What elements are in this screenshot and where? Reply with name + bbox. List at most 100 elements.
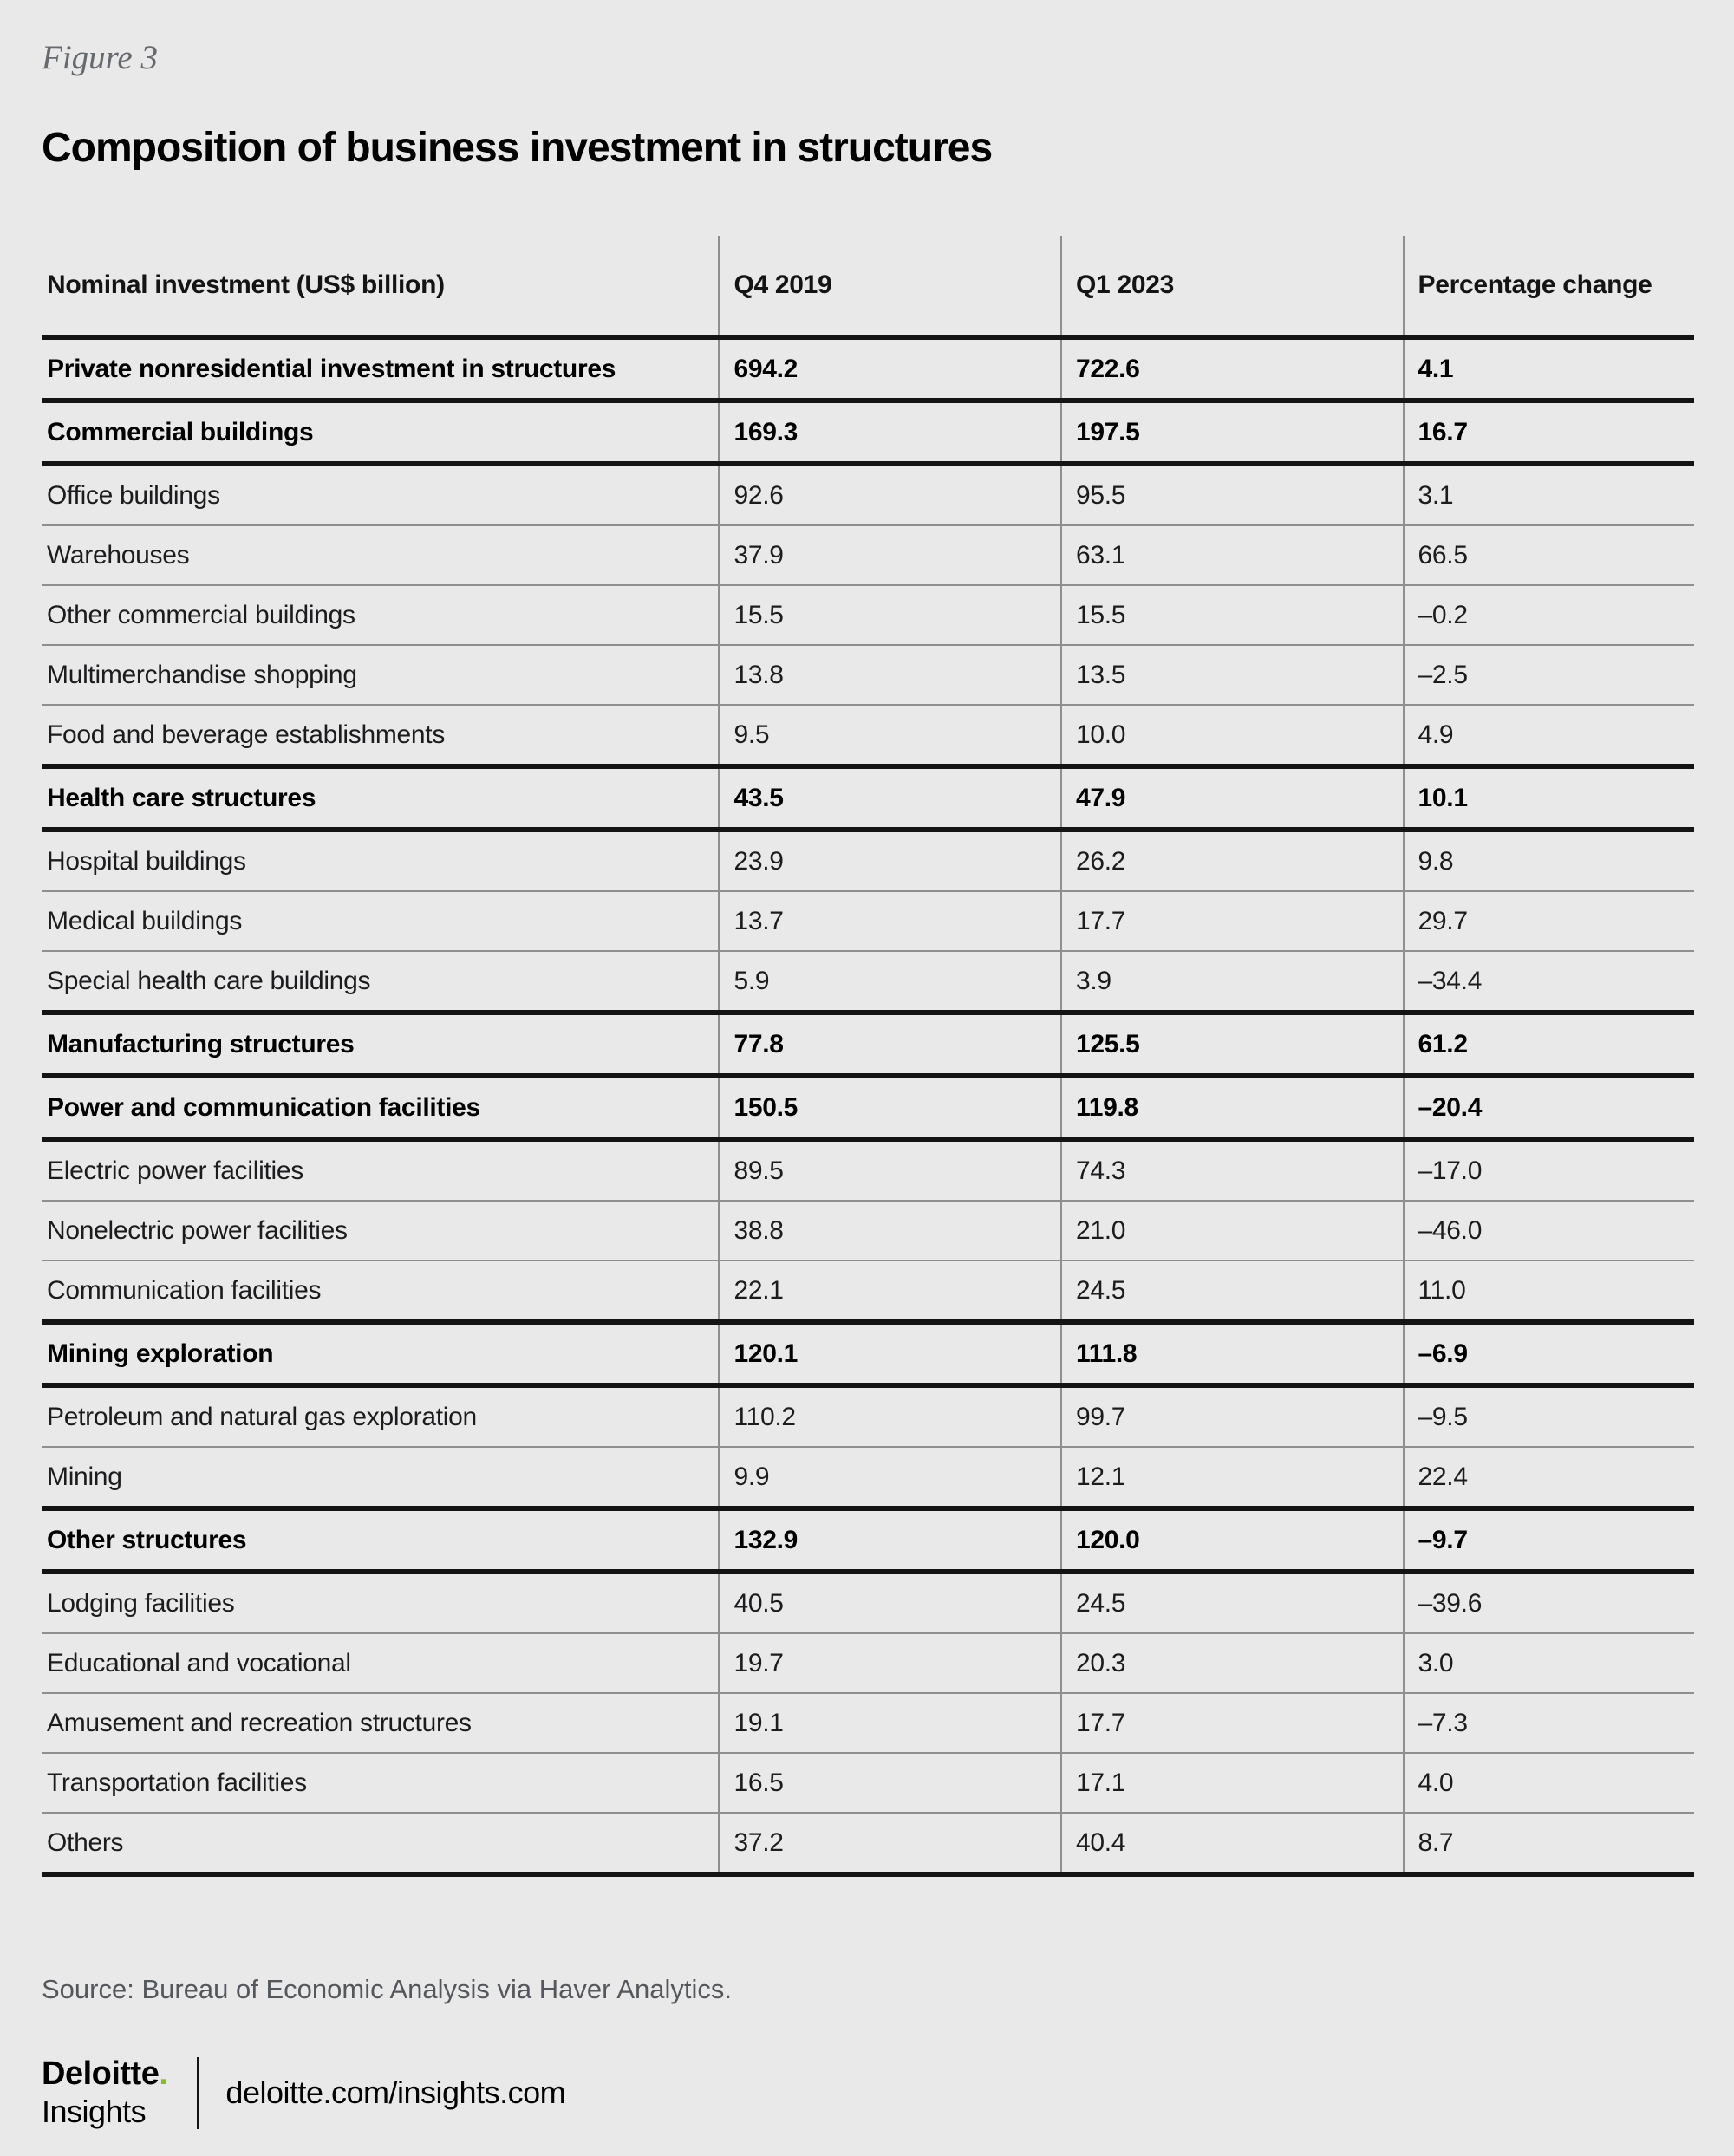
row-value: 74.3 bbox=[1059, 1139, 1404, 1202]
row-value: 99.7 bbox=[1059, 1385, 1404, 1448]
table-row: Food and beverage establishments 9.5 10.0 4… bbox=[42, 705, 1694, 769]
row-value: 132.9 bbox=[718, 1508, 1061, 1574]
row-value: 4.0 bbox=[1402, 1753, 1694, 1814]
row-value: 10.0 bbox=[1059, 705, 1404, 769]
deloitte-insights-logo: Deloitte. Insights bbox=[42, 2055, 168, 2129]
row-value: 120.0 bbox=[1059, 1508, 1404, 1574]
row-value: –46.0 bbox=[1402, 1201, 1694, 1261]
table-row: Office buildings 92.6 95.5 3.1 bbox=[42, 464, 1694, 526]
table-row: Warehouses 37.9 63.1 66.5 bbox=[42, 525, 1694, 586]
row-value: 38.8 bbox=[718, 1201, 1061, 1261]
row-label: Electric power facilities bbox=[42, 1139, 720, 1202]
row-value: 21.0 bbox=[1059, 1201, 1404, 1261]
row-value: 119.8 bbox=[1059, 1076, 1404, 1142]
row-label: Petroleum and natural gas exploration bbox=[42, 1385, 720, 1448]
row-value: –34.4 bbox=[1402, 951, 1694, 1015]
row-value: 110.2 bbox=[718, 1385, 1061, 1448]
table-row: Hospital buildings 23.9 26.2 9.8 bbox=[42, 830, 1694, 892]
row-label: Manufacturing structures bbox=[42, 1013, 720, 1078]
col-header-q1-2023: Q1 2023 bbox=[1059, 236, 1404, 340]
row-value: 29.7 bbox=[1402, 891, 1694, 952]
brand-name: Deloitte. bbox=[42, 2055, 168, 2092]
row-value: 43.5 bbox=[718, 766, 1061, 832]
row-value: –20.4 bbox=[1402, 1076, 1694, 1142]
row-value: –9.7 bbox=[1402, 1508, 1694, 1574]
row-value: 3.9 bbox=[1059, 951, 1404, 1015]
row-value: 37.9 bbox=[718, 525, 1061, 586]
row-value: –17.0 bbox=[1402, 1139, 1694, 1202]
row-label: Educational and vocational bbox=[42, 1633, 720, 1694]
table-row: Commercial buildings 169.3 197.5 16.7 bbox=[42, 401, 1694, 466]
table-row: Electric power facilities 89.5 74.3 –17.0 bbox=[42, 1139, 1694, 1202]
row-value: 12.1 bbox=[1059, 1447, 1404, 1511]
row-value: 120.1 bbox=[718, 1322, 1061, 1388]
row-value: 9.9 bbox=[718, 1447, 1061, 1511]
row-label: Mining exploration bbox=[42, 1322, 720, 1388]
col-header-percentage-change: Percentage change bbox=[1402, 236, 1694, 340]
row-label: Power and communication facilities bbox=[42, 1076, 720, 1142]
footer-divider bbox=[197, 2057, 200, 2129]
brand-sub: Insights bbox=[42, 2094, 147, 2129]
row-value: –6.9 bbox=[1402, 1322, 1694, 1388]
row-value: 13.7 bbox=[718, 891, 1061, 952]
row-label: Food and beverage establishments bbox=[42, 705, 720, 769]
table-row: Other commercial buildings 15.5 15.5 –0.2 bbox=[42, 585, 1694, 646]
row-value: –39.6 bbox=[1402, 1572, 1694, 1634]
row-value: 13.8 bbox=[718, 645, 1061, 706]
row-label: Nonelectric power facilities bbox=[42, 1201, 720, 1261]
row-value: 40.5 bbox=[718, 1572, 1061, 1634]
table-row: Health care structures 43.5 47.9 10.1 bbox=[42, 766, 1694, 832]
row-label: Private nonresidential investment in str… bbox=[42, 337, 720, 403]
row-value: 66.5 bbox=[1402, 525, 1694, 586]
table-row: Mining 9.9 12.1 22.4 bbox=[42, 1447, 1694, 1511]
row-value: –0.2 bbox=[1402, 585, 1694, 646]
footer-link: deloitte.com/insights.com bbox=[225, 2075, 566, 2111]
row-value: 92.6 bbox=[718, 464, 1061, 526]
table-row: Medical buildings 13.7 17.7 29.7 bbox=[42, 891, 1694, 952]
table-row: Other structures 132.9 120.0 –9.7 bbox=[42, 1508, 1694, 1574]
col-header-q4-2019: Q4 2019 bbox=[718, 236, 1061, 340]
table-row: Multimerchandise shopping 13.8 13.5 –2.5 bbox=[42, 645, 1694, 706]
row-label: Others bbox=[42, 1813, 720, 1877]
brand-green-dot: . bbox=[159, 2055, 168, 2092]
table-row: Amusement and recreation structures 19.1 1… bbox=[42, 1693, 1694, 1754]
row-label: Lodging facilities bbox=[42, 1572, 720, 1634]
row-value: 77.8 bbox=[718, 1013, 1061, 1078]
row-label: Amusement and recreation structures bbox=[42, 1693, 720, 1754]
row-label: Office buildings bbox=[42, 464, 720, 526]
source-note: Source: Bureau of Economic Analysis via … bbox=[42, 1974, 733, 2004]
row-label: Warehouses bbox=[42, 525, 720, 586]
row-value: 16.5 bbox=[718, 1753, 1061, 1814]
row-value: 722.6 bbox=[1059, 337, 1404, 403]
row-value: 19.7 bbox=[718, 1633, 1061, 1694]
row-label: Other structures bbox=[42, 1508, 720, 1574]
table-row: Private nonresidential investment in str… bbox=[42, 337, 1694, 403]
row-label: Hospital buildings bbox=[42, 830, 720, 892]
row-value: 150.5 bbox=[718, 1076, 1061, 1142]
row-value: 19.1 bbox=[718, 1693, 1061, 1754]
row-value: 4.1 bbox=[1402, 337, 1694, 403]
row-value: 197.5 bbox=[1059, 401, 1404, 466]
row-value: –2.5 bbox=[1402, 645, 1694, 706]
row-value: 24.5 bbox=[1059, 1572, 1404, 1634]
row-value: 125.5 bbox=[1059, 1013, 1404, 1078]
row-value: 13.5 bbox=[1059, 645, 1404, 706]
row-value: 111.8 bbox=[1059, 1322, 1404, 1388]
row-value: 61.2 bbox=[1402, 1013, 1694, 1078]
row-label: Health care structures bbox=[42, 766, 720, 832]
row-label: Special health care buildings bbox=[42, 951, 720, 1015]
table-row: Nonelectric power facilities 38.8 21.0 –46.… bbox=[42, 1201, 1694, 1261]
row-label: Transportation facilities bbox=[42, 1753, 720, 1814]
row-value: 24.5 bbox=[1059, 1260, 1404, 1325]
row-value: 16.7 bbox=[1402, 401, 1694, 466]
table-row: Manufacturing structures 77.8 125.5 61.2 bbox=[42, 1013, 1694, 1078]
row-value: –9.5 bbox=[1402, 1385, 1694, 1448]
row-value: 10.1 bbox=[1402, 766, 1694, 832]
table-row: Others 37.2 40.4 8.7 bbox=[42, 1813, 1694, 1877]
table-row: Petroleum and natural gas exploration 110… bbox=[42, 1385, 1694, 1448]
row-value: 22.1 bbox=[718, 1260, 1061, 1325]
row-value: 23.9 bbox=[718, 830, 1061, 892]
row-value: 47.9 bbox=[1059, 766, 1404, 832]
brand-name-text: Deloitte bbox=[42, 2055, 160, 2092]
col-header-nominal-investment: Nominal investment (US$ billion) bbox=[42, 236, 720, 340]
